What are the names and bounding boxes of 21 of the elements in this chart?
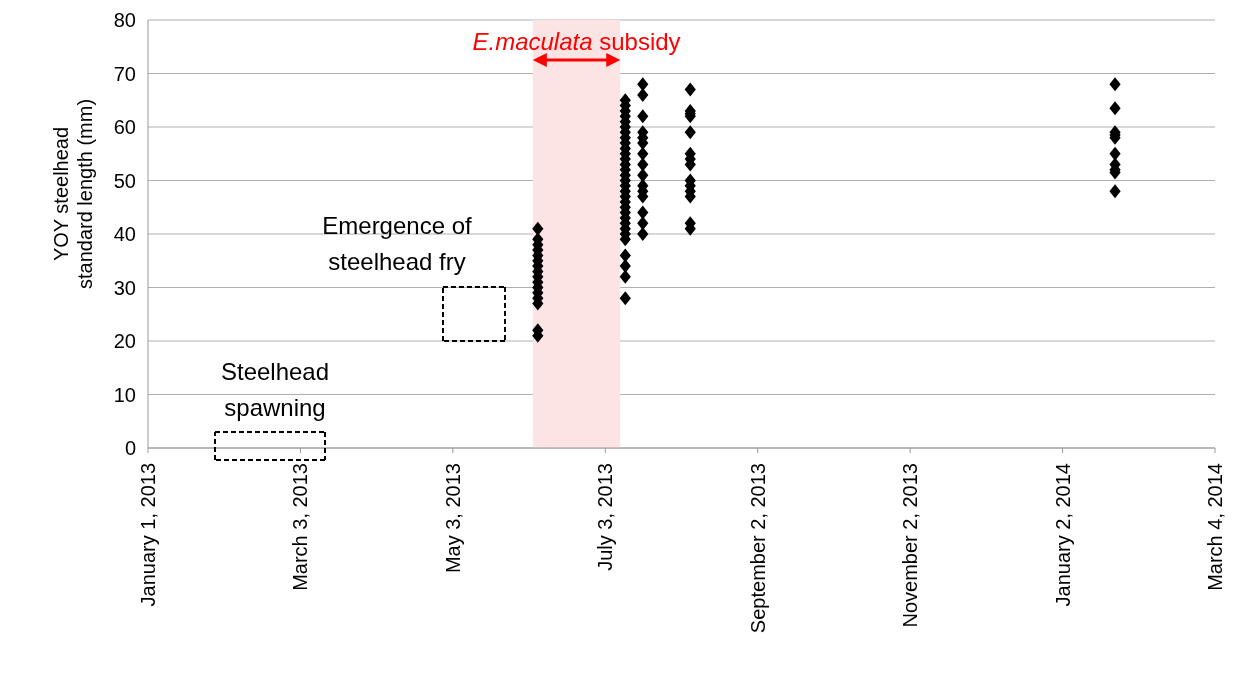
- x-tick-label: March 4, 2014: [1204, 463, 1226, 591]
- y-tick-label: 10: [113, 383, 136, 406]
- y-tick-label: 50: [113, 169, 136, 192]
- y-tick-label: 70: [113, 62, 136, 85]
- band-label: E.maculata subsidy: [472, 28, 681, 55]
- y-tick-label: 30: [113, 276, 136, 299]
- y-tick-label: 60: [113, 116, 136, 138]
- x-tick-label: November 2, 2013: [899, 463, 922, 628]
- x-tick-label: March 3, 2013: [289, 463, 312, 591]
- annotation: Emergence of steelhead fry: [322, 212, 473, 275]
- y-tick-label: 0: [124, 437, 136, 459]
- x-tick-label: January 2, 2014: [1051, 463, 1074, 607]
- x-tick-label: July 3, 2013: [594, 463, 617, 571]
- y-tick-label: 20: [113, 330, 136, 352]
- x-tick-label: May 3, 2013: [441, 463, 464, 574]
- y-axis-title: YOY steelhead standard length (mm): [50, 98, 96, 290]
- y-tick-label: 80: [113, 9, 136, 31]
- x-tick-label: January 1, 2013: [137, 463, 159, 607]
- x-tick-label: September 2, 2013: [746, 463, 769, 634]
- y-tick-label: 40: [113, 223, 136, 245]
- annotation: Steelhead spawning: [220, 358, 330, 421]
